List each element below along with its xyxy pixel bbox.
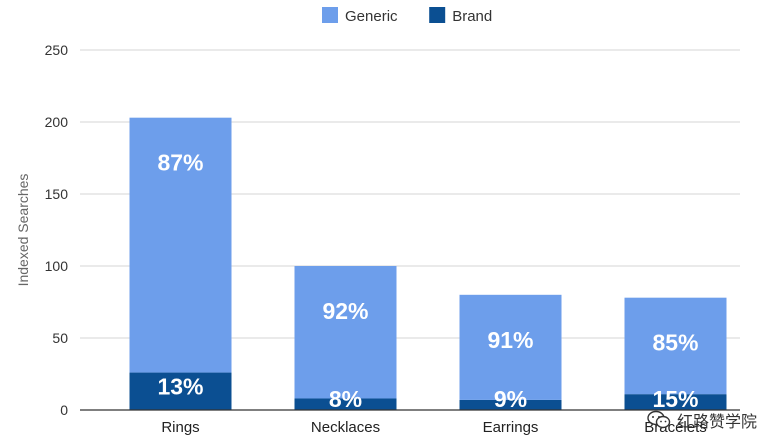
- y-tick-label: 0: [60, 402, 68, 418]
- legend-label-generic: Generic: [345, 8, 398, 25]
- data-label-generic-necklaces: 92%: [322, 298, 368, 324]
- y-axis-label: Indexed Searches: [15, 174, 31, 287]
- x-category-label: Rings: [161, 419, 199, 436]
- bar-brand-earrings: [459, 399, 562, 410]
- data-label-brand-rings: 13%: [157, 374, 203, 400]
- y-tick-label: 100: [45, 258, 69, 274]
- bar-generic-bracelets: [624, 297, 727, 395]
- x-axis-categories: Rings Necklaces Earrings Bracelets: [161, 419, 706, 436]
- y-tick-label: 200: [45, 114, 69, 130]
- legend-swatch-brand: [429, 7, 446, 23]
- watermark: 红路赞学院: [647, 408, 757, 432]
- bar-generic-rings: [129, 117, 232, 373]
- bar-brand-necklaces: [294, 398, 397, 410]
- data-label-brand-earrings: 9%: [494, 386, 527, 412]
- data-label-generic-earrings: 91%: [487, 327, 533, 353]
- y-tick-label: 250: [45, 42, 69, 58]
- wechat-icon: [647, 410, 671, 429]
- bar-generic-earrings: [459, 294, 562, 400]
- bar-brand-rings: [129, 372, 232, 410]
- legend: Generic Brand: [322, 7, 492, 25]
- y-axis-ticks: 0 50 100 150 200 250: [45, 42, 69, 418]
- data-label-brand-necklaces: 8%: [329, 386, 362, 412]
- data-label-generic-rings: 87%: [157, 150, 203, 176]
- data-label-generic-bracelets: 85%: [652, 330, 698, 356]
- y-tick-label: 50: [52, 330, 68, 346]
- bar-brand-bracelets: [624, 394, 727, 410]
- data-label-brand-bracelets: 15%: [652, 386, 698, 412]
- y-tick-label: 150: [45, 186, 69, 202]
- x-category-label: Necklaces: [311, 419, 380, 436]
- watermark-text: 红路赞学院: [676, 412, 757, 431]
- bar-generic-necklaces: [294, 266, 397, 399]
- data-labels: 13% 87% 8% 92% 9% 91% 15% 85%: [157, 150, 698, 412]
- bars: [129, 117, 727, 410]
- x-category-label: Earrings: [483, 419, 539, 436]
- legend-swatch-generic: [322, 7, 338, 23]
- legend-label-brand: Brand: [452, 8, 492, 25]
